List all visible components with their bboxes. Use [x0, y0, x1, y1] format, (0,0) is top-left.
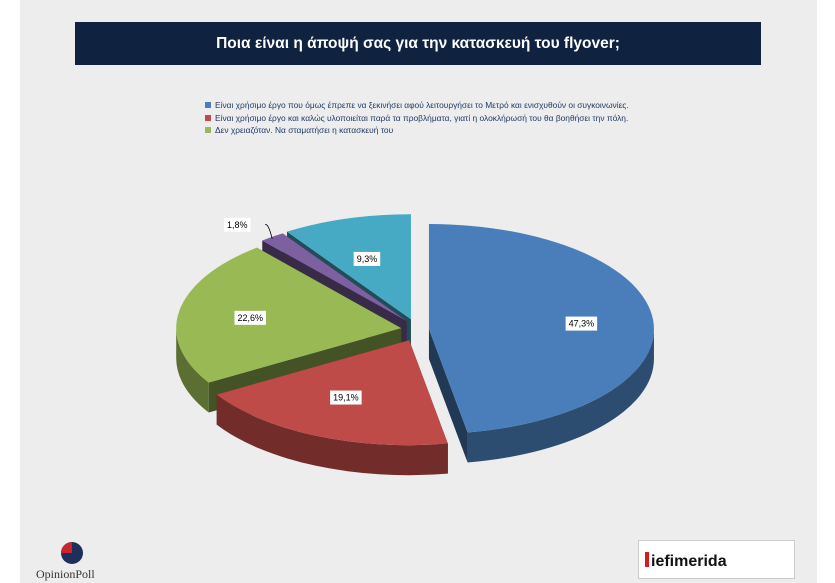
opinionpoll-logo-text: OpinionPoll: [36, 567, 95, 581]
legend-swatch: [205, 127, 211, 133]
legend-label: Δεν χρειαζόταν. Να σταματήσει η κατασκευ…: [215, 125, 394, 135]
data-label-box: [353, 251, 381, 266]
data-label-box: [565, 316, 598, 331]
iefimerida-logo-text: iefimerida: [651, 553, 727, 570]
legend-swatch: [205, 114, 211, 121]
data-label: 19,1%: [333, 393, 359, 403]
data-label-box: [234, 310, 267, 325]
legend-item: Είναι χρήσιμο έργο που όμως έπρεπε να ξε…: [205, 100, 645, 112]
legend-label: Είναι χρήσιμο έργο που όμως έπρεπε να ξε…: [215, 100, 629, 110]
pie-slice-top: [176, 247, 402, 383]
data-label-box: [223, 217, 251, 232]
pie-slice-wall: [428, 329, 468, 463]
data-label-box: [330, 390, 362, 405]
opinionpoll-logo-accent: [61, 542, 72, 553]
chart-legend: Είναι χρήσιμο έργο που όμως έπρεπε να ξε…: [205, 100, 645, 138]
data-label-leader: [265, 224, 273, 239]
legend-item: Δεν χρειαζόταν. Να σταματήσει η κατασκευ…: [205, 125, 645, 137]
pie-slice: [428, 329, 654, 463]
legend-swatch: [205, 102, 211, 108]
opinionpoll-logo: OpinionPoll: [36, 542, 95, 581]
data-label: 47,3%: [569, 319, 595, 329]
pie-slice-rim: [176, 328, 209, 413]
chart-title: Ποια είναι η άποψή σας για την κατασκευή…: [75, 22, 761, 65]
pie-slice-top: [428, 224, 654, 433]
pie-slice-top: [286, 214, 411, 320]
pie-slice-rim: [216, 394, 448, 476]
legend-item: Είναι χρήσιμο έργο και καλώς υλοποιείται…: [205, 113, 645, 125]
data-label: 1,8%: [227, 220, 248, 230]
data-label: 9,3%: [357, 254, 378, 264]
pie-slice-rim: [467, 329, 654, 463]
legend-label: Είναι χρήσιμο έργο και καλώς υλοποιείται…: [215, 112, 629, 123]
data-label: 22,6%: [237, 313, 263, 323]
pie-slice-top: [262, 233, 407, 322]
iefimerida-logo: iefimerida: [638, 540, 795, 579]
slide-background: [20, 0, 817, 583]
iefimerida-logo-mark: [645, 552, 649, 567]
